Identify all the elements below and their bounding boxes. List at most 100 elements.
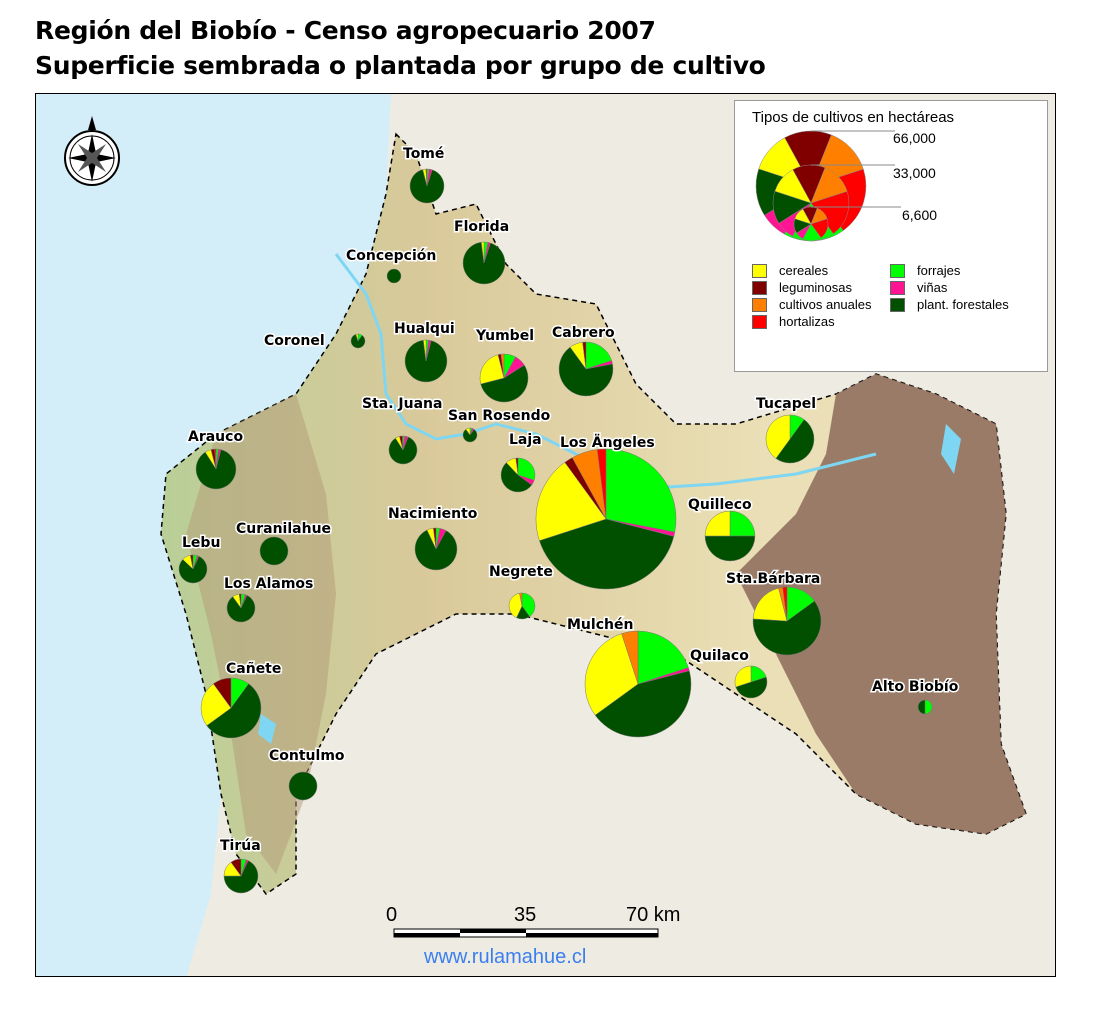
scale-label-35: 35	[514, 904, 537, 926]
legend-size-33000: 33,000	[893, 165, 936, 181]
pie-slice-plant--forestales	[409, 169, 445, 204]
legend-item-cultivos-anuales: cultivos anuales	[752, 297, 872, 312]
pie-slice-plant--forestales	[259, 536, 289, 566]
pie-florida	[462, 241, 506, 285]
pie-slice-plant--forestales	[195, 449, 237, 490]
pie-slice-hortalizas	[782, 586, 788, 622]
pie-slice-leguminosas	[213, 677, 232, 709]
legend-label: viñas	[917, 280, 948, 295]
legend-slice	[774, 169, 812, 204]
pie-slice-cereales	[508, 592, 523, 619]
legend-slice	[810, 191, 850, 235]
legend-size-pie-2	[793, 206, 829, 242]
pie-coronel	[350, 333, 366, 349]
label-los-angeles: Los Ängeles	[560, 434, 655, 451]
lake-lanalhue	[258, 714, 276, 744]
pie-slice-plant--forestales	[775, 419, 815, 464]
label-canete: Cañete	[226, 661, 281, 677]
pie-slice-cereales	[423, 339, 427, 362]
label-nacimiento: Nacimiento	[388, 506, 478, 522]
pie-slice-forrajes	[605, 448, 677, 533]
pie-slice-hortalizas	[401, 435, 404, 451]
pie-negrete	[508, 592, 536, 620]
label-contulmo: Contulmo	[269, 748, 345, 764]
map-frame: Tomé Florida Concepción Coronel Hualqui Yumbe…	[35, 93, 1056, 977]
label-coronel: Coronel	[264, 333, 325, 349]
pie-slice-cereales	[481, 241, 485, 264]
pie-slice-plant--forestales	[206, 683, 262, 739]
pie-slice-forrajes	[521, 592, 536, 617]
pie-sta-barbara	[752, 586, 822, 656]
map-subtitle: Superficie sembrada o plantada por grupo…	[35, 51, 766, 80]
pie-los-alamos	[226, 593, 256, 623]
pie-slice-plant--forestales	[462, 428, 478, 443]
legend-item-hortalizas: hortalizas	[752, 314, 835, 329]
label-tucapel: Tucapel	[756, 396, 816, 412]
legend-slice	[794, 208, 812, 225]
pie-slice-cultivos-anuales	[519, 592, 523, 607]
pie-slice-forrajes	[924, 699, 933, 715]
label-san-rosendo: San Rosendo	[448, 408, 551, 424]
pie-slice-plant--forestales	[704, 535, 756, 562]
pie-canete	[200, 677, 262, 739]
pie-slice-plant--forestales	[404, 339, 448, 383]
pie-slice-plant--forestales	[288, 771, 318, 801]
biobio-river	[334, 253, 877, 491]
label-cabrero: Cabrero	[552, 325, 615, 341]
scale-label-70: 70 km	[626, 904, 681, 926]
pie-slice-cereales	[752, 587, 788, 622]
legend-label: cultivos anuales	[779, 297, 872, 312]
pie-arauco	[195, 448, 237, 490]
watermark: www.rulamahue.cl	[424, 946, 587, 968]
label-negrete: Negrete	[489, 564, 553, 580]
pie-slice-plant--forestales	[752, 600, 822, 656]
pie-laja	[500, 457, 536, 493]
label-quilaco: Quilaco	[690, 648, 749, 664]
legend-swatch	[752, 263, 767, 278]
label-arauco: Arauco	[188, 429, 243, 445]
pie-slice-forrajes	[637, 630, 689, 685]
legend-swatch	[752, 297, 767, 312]
pie-hualqui	[404, 339, 448, 383]
pie-concepcion	[386, 268, 402, 284]
pie-tome	[409, 168, 445, 204]
pie-slice-plant--forestales	[462, 241, 506, 285]
legend-item-plant-forestales: plant. forestales	[890, 297, 1009, 312]
pie-slice-hortalizas	[425, 168, 428, 187]
pie-slice-plant--forestales	[539, 518, 675, 590]
label-layer: Tomé Florida Concepción Coronel Hualqui Yumbe…	[181, 145, 961, 856]
legend-size-6600: 6,600	[902, 207, 938, 223]
pie-contulmo	[288, 771, 318, 801]
pie-cabrero	[558, 341, 614, 397]
map-title: Región del Biobío - Censo agropecuario 2…	[35, 16, 656, 45]
legend-swatch	[752, 280, 767, 295]
pie-slice-leguminosas	[515, 457, 519, 476]
pie-slice-leguminosas	[238, 593, 242, 609]
label-hualqui: Hualqui	[394, 321, 455, 337]
pie-slice-hortalizas	[596, 448, 607, 520]
pie-los-angeles	[535, 448, 677, 590]
pie-slice-cereales	[465, 427, 471, 436]
pie-slice-plant--forestales	[388, 436, 418, 465]
pie-slice-cereales	[479, 354, 505, 385]
pie-lebu	[178, 554, 208, 584]
pie-slice-leguminosas	[433, 527, 437, 550]
legend-item-leguminosas: leguminosas	[752, 280, 852, 295]
andes-relief	[736, 374, 1026, 834]
label-sta-barbara: Sta.Bárbara	[726, 571, 820, 587]
pie-slice-cultivos-anuales	[500, 353, 505, 379]
pie-san-rosendo	[462, 427, 478, 443]
pie-slice-plant--forestales	[480, 364, 529, 403]
pie-slice-plant--forestales	[350, 334, 366, 349]
legend-label: forrajes	[917, 263, 961, 278]
pie-slice-plant--forestales	[558, 346, 614, 397]
pie-slice-plant--forestales	[917, 699, 926, 715]
pie-slice-cereales	[704, 510, 731, 537]
legend-swatch	[752, 314, 767, 329]
pie-slice-forrajes	[517, 457, 536, 481]
pie-layer	[178, 168, 933, 894]
legend-swatch	[890, 280, 905, 295]
pie-slice-plant--forestales	[226, 594, 256, 623]
legend-label: plant. forestales	[917, 297, 1009, 312]
pie-slice-plant--forestales	[414, 529, 458, 571]
